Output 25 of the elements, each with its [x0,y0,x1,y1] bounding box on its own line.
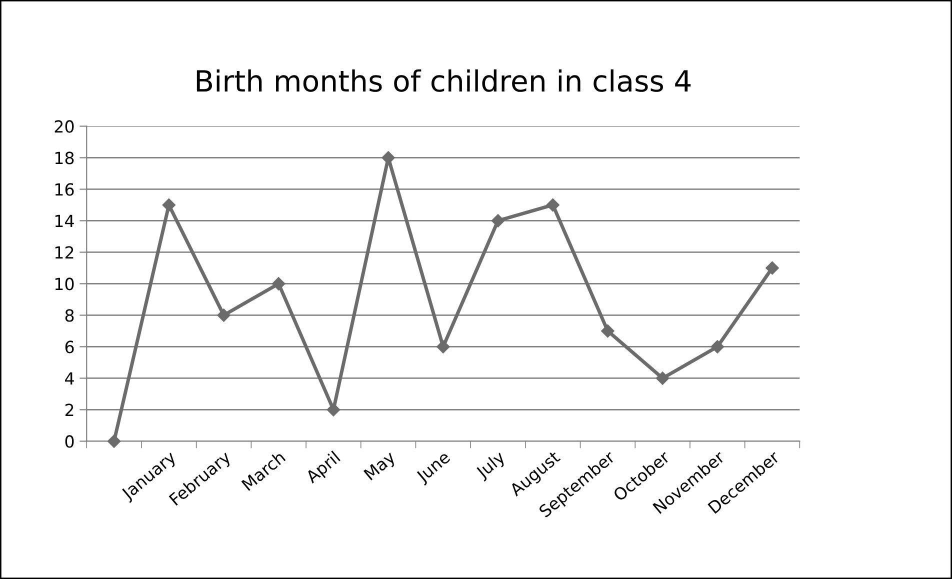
point [710,340,724,354]
point [272,277,286,290]
point [107,434,121,448]
y-tick-label: 12 [55,246,74,259]
y-tick-label: 8 [65,309,74,322]
point [766,261,779,275]
y-tick-label: 20 [54,120,74,133]
point [162,198,176,212]
point [546,198,560,212]
point [326,403,340,416]
point [436,340,450,354]
x-tick-label: May [363,450,398,483]
y-tick-label: 16 [55,183,74,196]
point [656,372,670,385]
y-tick-label: 6 [65,340,74,354]
chart-title: Birth months of children in class 4 [196,69,691,92]
y-tick-label: 18 [55,152,74,164]
point [217,308,230,322]
y-tick-label: 4 [65,372,74,385]
y-tick-label: 10 [55,278,74,290]
y-tick-label: 2 [65,404,74,416]
point [491,214,505,228]
point [601,324,614,338]
y-tick-label: 0 [65,435,74,448]
y-tick-label: 14 [55,214,74,228]
